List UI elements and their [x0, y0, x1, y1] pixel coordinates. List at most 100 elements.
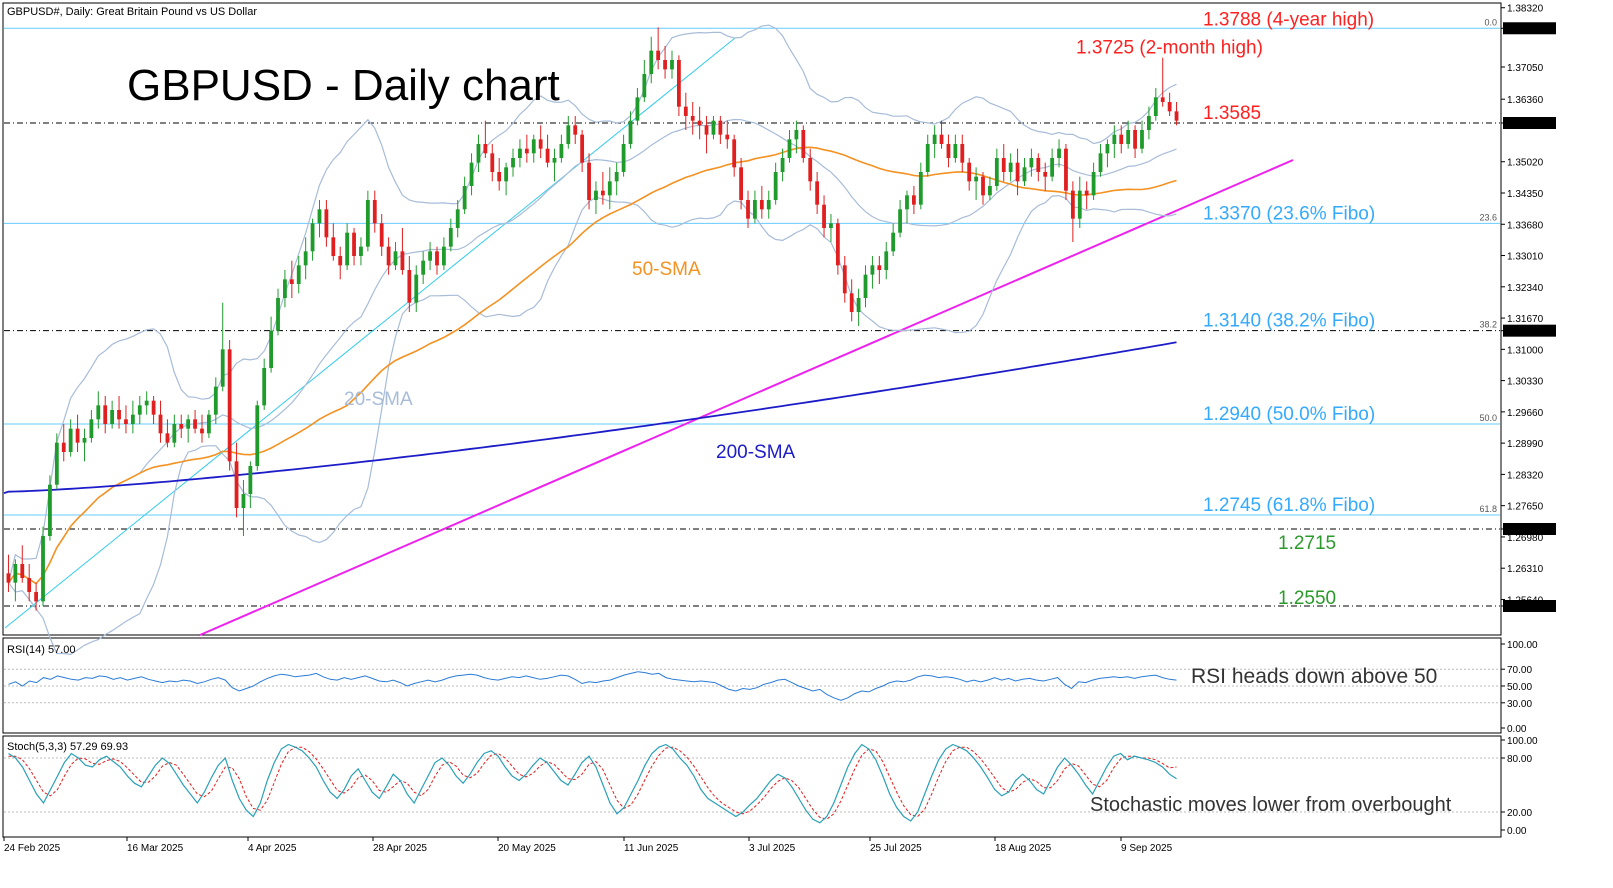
candle-body	[345, 232, 350, 266]
candle-body	[455, 209, 460, 228]
candle-body	[1174, 111, 1179, 121]
candle-body	[1022, 167, 1027, 182]
sma200-label: 200-SMA	[716, 442, 796, 463]
candle-body	[296, 265, 301, 284]
candle-body	[130, 414, 135, 424]
candle-body	[1140, 130, 1144, 149]
price-axis: 1.38320 1.37880 1.37050 1.36360 1.35850 1.350…	[1501, 4, 1556, 837]
candle-body	[1077, 190, 1082, 219]
date-label: 16 Mar 2025	[127, 843, 184, 854]
price-tag-bg	[1503, 523, 1556, 535]
sma200-line	[3, 341, 1177, 494]
price-tick-label: 1.30330	[1507, 377, 1544, 388]
date-label: 4 Apr 2025	[248, 843, 297, 854]
stoch-tick-label: 100.00	[1507, 736, 1538, 747]
candle-body	[759, 200, 764, 210]
candle-body	[511, 158, 515, 168]
date-label: 28 Apr 2025	[373, 843, 427, 854]
candle-body	[704, 125, 709, 135]
candle-body	[905, 195, 909, 210]
date-label: 18 Aug 2025	[995, 843, 1052, 854]
fibo-tag: 38.2	[1479, 320, 1497, 330]
candle-body	[953, 144, 958, 158]
candle-body	[68, 428, 73, 452]
candle-body	[151, 400, 156, 415]
candle-body	[255, 405, 260, 466]
candle-body	[946, 144, 951, 158]
rsi-line	[8, 671, 1177, 701]
candle-body	[428, 251, 432, 261]
date-label: 3 Jul 2025	[749, 843, 796, 854]
candle-body	[711, 120, 716, 135]
candle-body	[1029, 158, 1034, 168]
level-label: 1.3725 (2-month high)	[1076, 38, 1263, 59]
candle-body	[414, 274, 419, 303]
candle-body	[911, 195, 916, 205]
price-tick-label: 1.35020	[1507, 158, 1544, 169]
candle-body	[794, 130, 799, 140]
date-label: 25 Jul 2025	[870, 843, 922, 854]
candle-body	[1167, 102, 1172, 112]
candle-body	[27, 578, 32, 592]
bollinger-upper	[7, 24, 1177, 583]
candle-body	[386, 246, 391, 266]
candle-body	[379, 223, 384, 247]
candle-body	[158, 414, 163, 434]
candle-body	[1119, 134, 1124, 144]
price-tick-label: 1.25500	[1507, 602, 1544, 613]
candle-body	[1084, 190, 1089, 196]
bollinger-lower	[8, 194, 1177, 656]
candle-body	[863, 274, 868, 298]
candle-body	[289, 279, 294, 284]
candle-body	[566, 125, 571, 144]
price-tick-label: 1.34350	[1507, 189, 1544, 200]
candle-body	[103, 405, 108, 424]
candle-body	[372, 200, 377, 224]
candle-body	[276, 298, 280, 331]
price-tick-label: 1.32340	[1507, 283, 1544, 294]
candle-body	[877, 265, 882, 270]
candle-body	[649, 50, 654, 74]
sma50-label: 50-SMA	[632, 259, 701, 280]
rsi-tick-label: 30.00	[1507, 699, 1532, 710]
candle-body	[884, 251, 889, 270]
price-tag-bg	[1503, 324, 1556, 337]
date-label: 9 Sep 2025	[1121, 843, 1173, 854]
candle-body	[614, 172, 619, 182]
candle-body	[932, 134, 937, 144]
candle-body	[1146, 116, 1151, 130]
stoch-tick-label: 20.00	[1507, 808, 1532, 819]
price-tick-label: 1.29660	[1507, 408, 1544, 419]
candle-body	[545, 148, 550, 163]
date-label: 20 May 2025	[498, 843, 556, 854]
candle-body	[117, 410, 121, 420]
candle-body	[54, 442, 59, 485]
candle-body	[974, 176, 979, 182]
date-label: 11 Jun 2025	[624, 843, 679, 854]
candle-body	[48, 484, 52, 536]
price-tick-label: 1.35850	[1507, 119, 1544, 130]
candle-body	[137, 405, 142, 415]
candle-body	[6, 573, 11, 583]
candle-body	[1160, 97, 1165, 102]
candle-body	[1091, 172, 1096, 196]
price-tick-label: 1.33680	[1507, 220, 1544, 231]
candle-body	[435, 251, 439, 266]
candle-body	[898, 209, 902, 233]
levels-layer: 1.3788 (4-year high) 0.0 1.3725 (2-month h…	[4, 9, 1500, 609]
candle-body	[352, 232, 356, 256]
level-label: 1.2745 (61.8% Fibo)	[1203, 495, 1375, 516]
rsi-tick-label: 0.00	[1507, 724, 1527, 735]
candle-body	[746, 200, 750, 219]
rsi-tick-label: 50.00	[1507, 682, 1532, 693]
candle-body	[697, 120, 702, 126]
candle-body	[988, 186, 992, 196]
fibo-tag: 23.6	[1479, 212, 1497, 222]
price-tick-label: 1.31000	[1507, 345, 1544, 356]
candle-body	[34, 592, 39, 602]
candle-body	[573, 125, 578, 135]
candle-body	[739, 167, 744, 200]
candle-body	[483, 144, 488, 154]
candle-body	[628, 120, 633, 144]
